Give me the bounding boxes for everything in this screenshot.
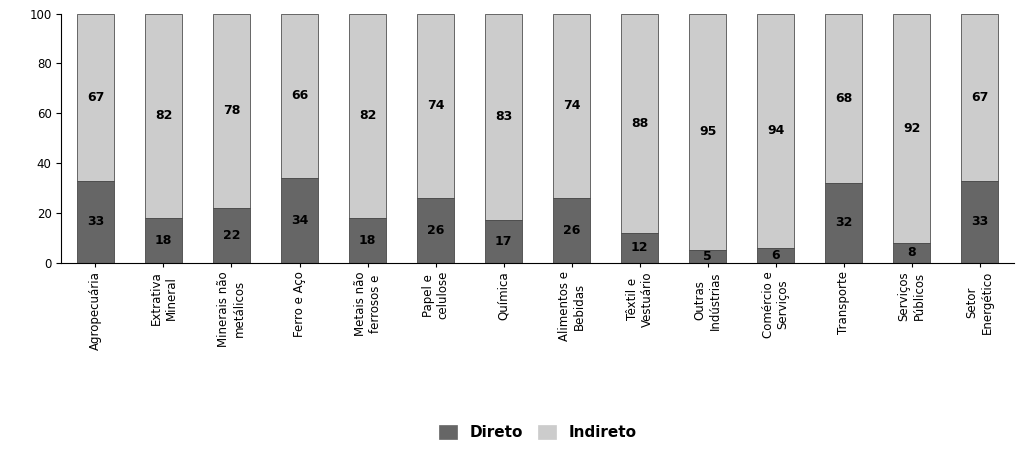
Text: 82: 82	[155, 109, 172, 122]
Bar	[893, 14, 931, 243]
Text: 5: 5	[703, 250, 712, 263]
Bar	[144, 218, 182, 263]
Text: 26: 26	[427, 224, 444, 237]
Bar	[825, 183, 862, 263]
Bar	[417, 198, 455, 263]
Bar	[757, 248, 795, 263]
Bar	[417, 14, 455, 198]
Bar	[689, 14, 726, 250]
Text: 95: 95	[699, 125, 717, 139]
Text: 22: 22	[223, 229, 241, 242]
Bar	[349, 218, 386, 263]
Bar	[213, 208, 250, 263]
Text: 74: 74	[427, 99, 444, 112]
Text: 74: 74	[563, 99, 581, 112]
Text: 34: 34	[291, 214, 308, 227]
Text: 67: 67	[87, 91, 104, 104]
Text: 26: 26	[563, 224, 581, 237]
Text: 8: 8	[907, 246, 916, 259]
Text: 32: 32	[835, 217, 852, 229]
Legend: Direto, Indireto: Direto, Indireto	[438, 425, 637, 440]
Bar	[281, 178, 318, 263]
Bar	[485, 221, 522, 263]
Bar	[213, 14, 250, 208]
Bar	[757, 14, 795, 248]
Text: 92: 92	[903, 122, 921, 135]
Bar	[553, 14, 590, 198]
Bar	[893, 243, 931, 263]
Text: 78: 78	[223, 104, 241, 117]
Text: 67: 67	[971, 91, 988, 104]
Bar	[962, 14, 998, 181]
Text: 83: 83	[495, 111, 512, 124]
Text: 33: 33	[971, 215, 988, 228]
Text: 6: 6	[771, 249, 780, 262]
Text: 94: 94	[767, 124, 784, 137]
Bar	[962, 181, 998, 263]
Bar	[144, 14, 182, 218]
Bar	[485, 14, 522, 221]
Bar	[281, 14, 318, 178]
Text: 12: 12	[631, 241, 648, 254]
Text: 18: 18	[155, 234, 172, 247]
Text: 68: 68	[836, 92, 852, 105]
Text: 18: 18	[358, 234, 376, 247]
Bar	[349, 14, 386, 218]
Bar	[553, 198, 590, 263]
Text: 82: 82	[358, 109, 376, 122]
Text: 33: 33	[87, 215, 104, 228]
Text: 17: 17	[495, 235, 512, 248]
Bar	[621, 233, 658, 263]
Bar	[77, 181, 114, 263]
Bar	[621, 14, 658, 233]
Bar	[689, 250, 726, 263]
Bar	[77, 14, 114, 181]
Text: 88: 88	[631, 117, 648, 130]
Text: 66: 66	[291, 89, 308, 102]
Bar	[825, 14, 862, 183]
